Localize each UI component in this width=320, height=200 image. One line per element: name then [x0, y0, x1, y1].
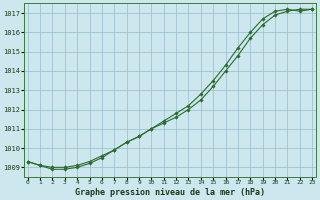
- X-axis label: Graphe pression niveau de la mer (hPa): Graphe pression niveau de la mer (hPa): [75, 188, 265, 197]
